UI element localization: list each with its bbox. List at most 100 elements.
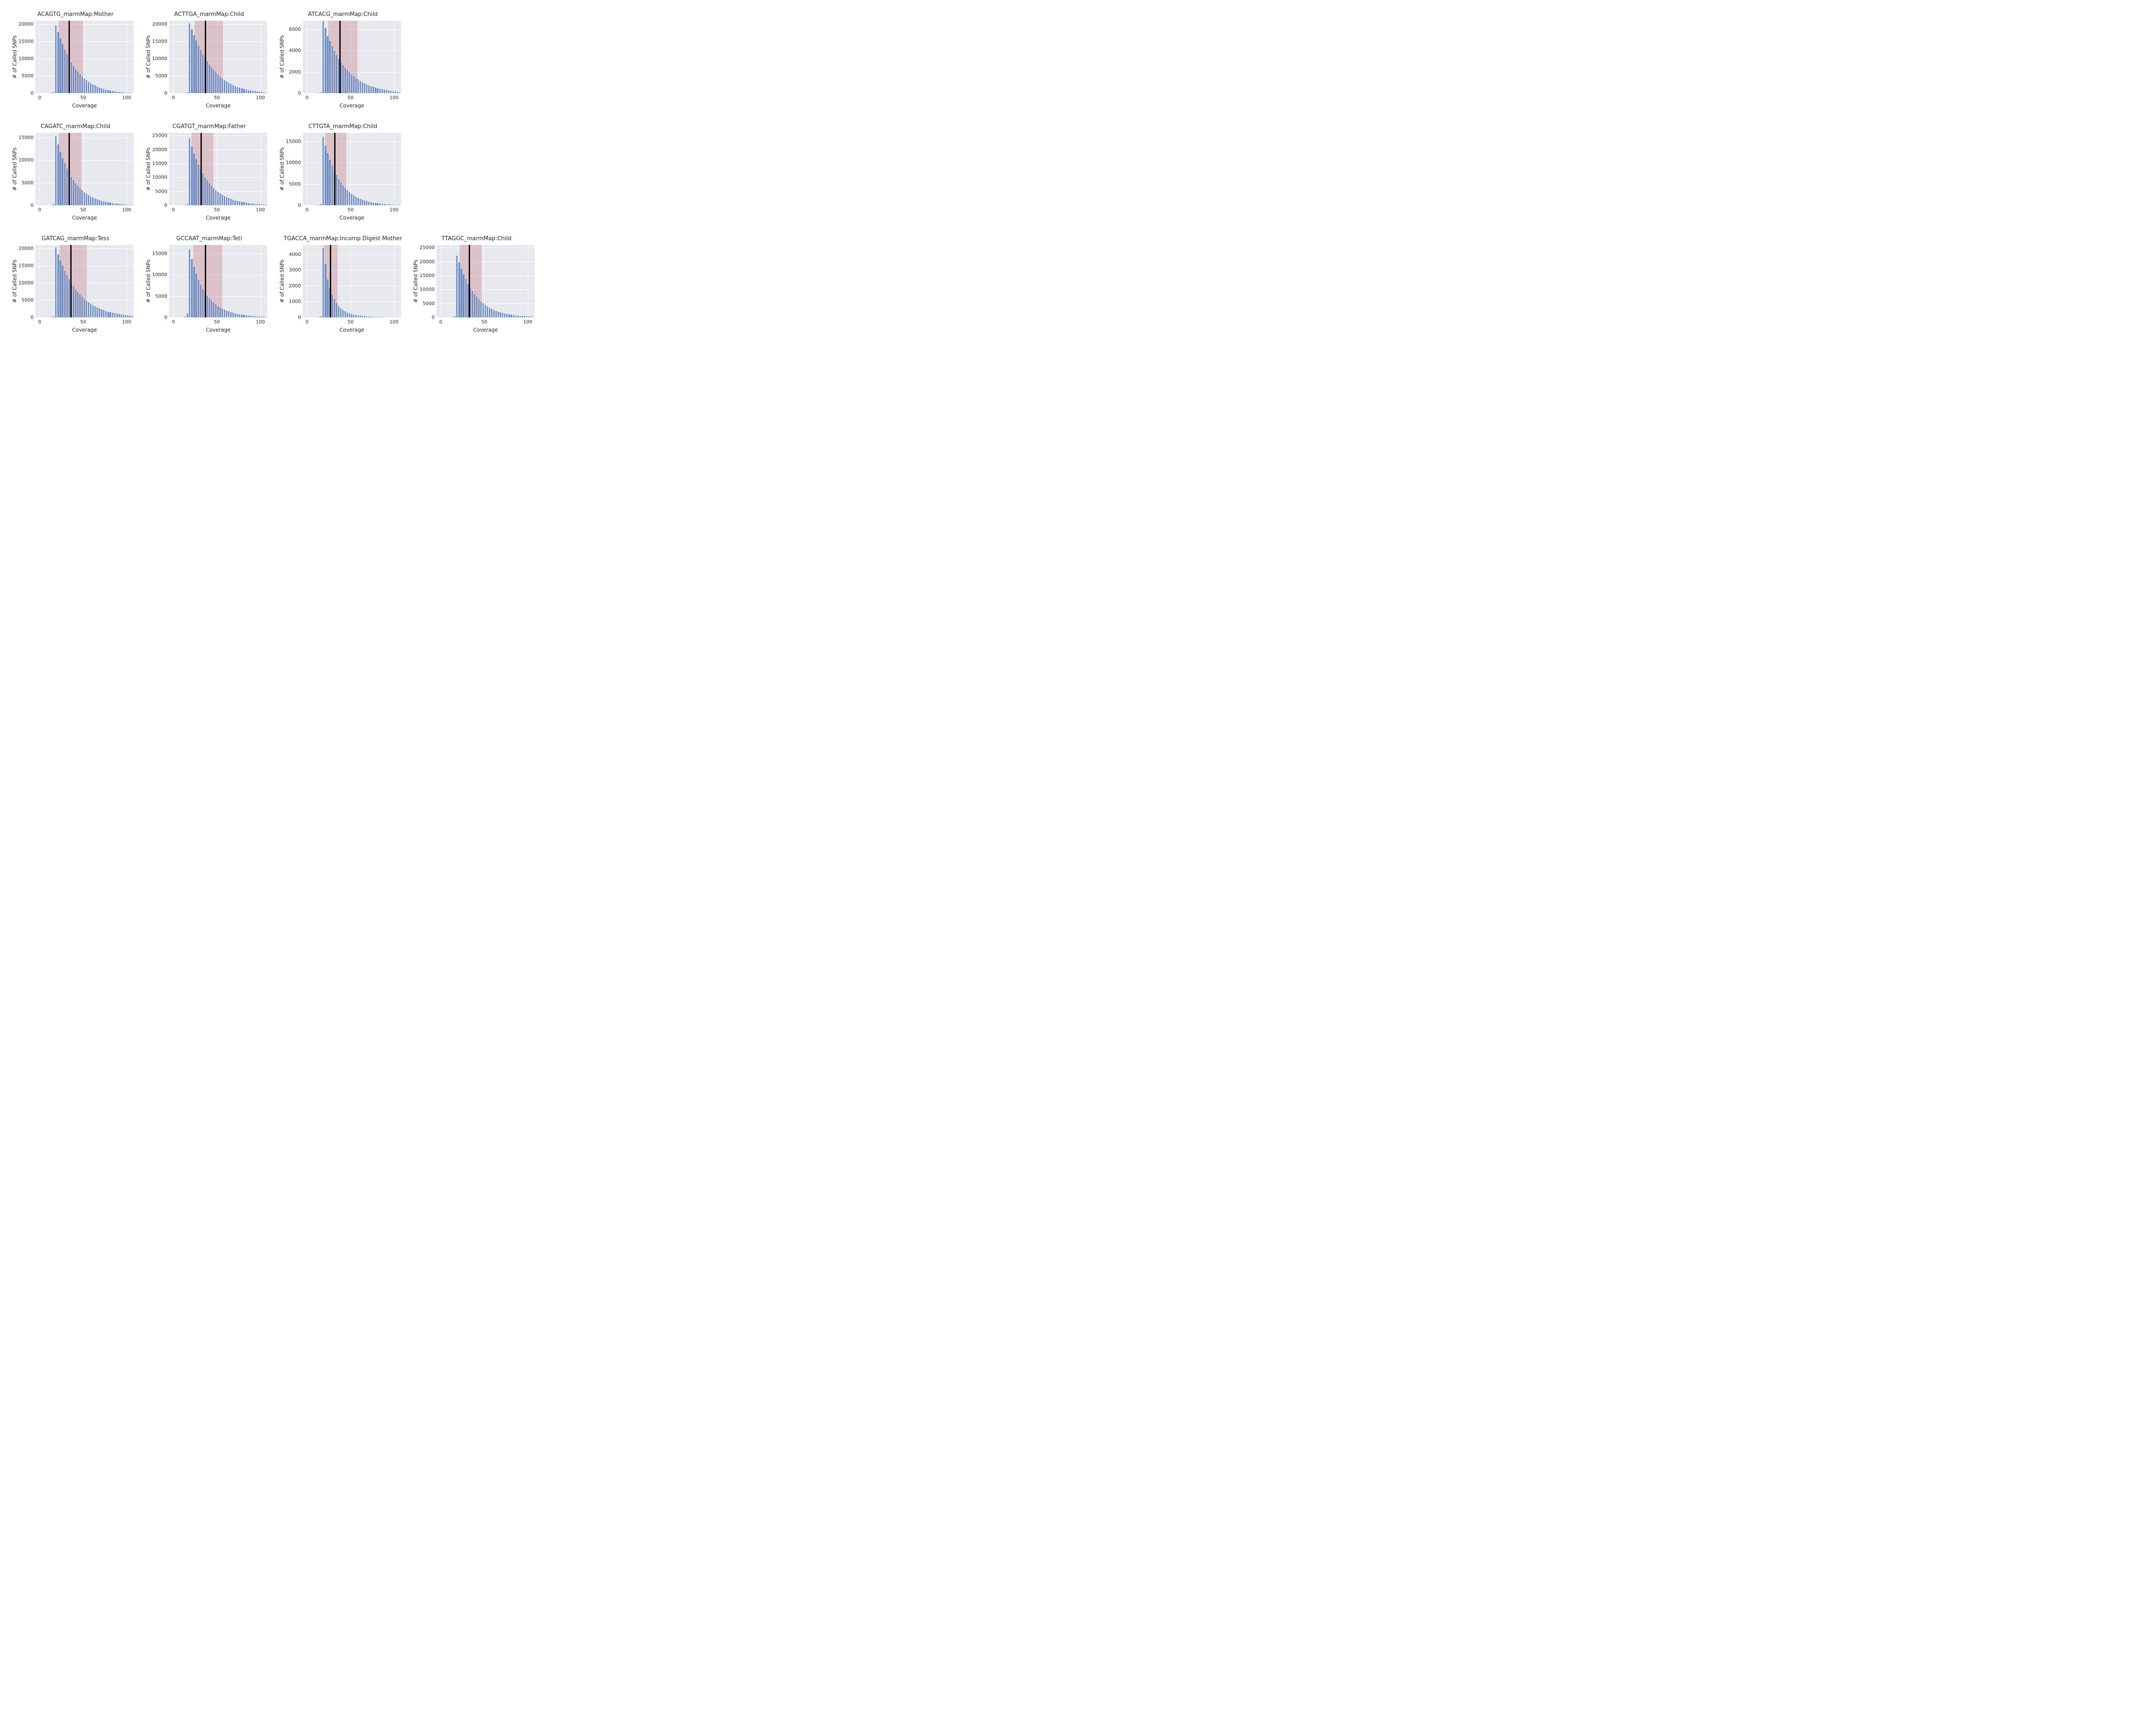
mean-vline (339, 21, 341, 93)
y-axis-label: # of Called SNPs (145, 245, 151, 317)
chart-panel: ATCACG_marmMap:Child0200040006000050100#… (276, 9, 410, 121)
bar (500, 312, 501, 317)
bar (132, 316, 133, 317)
bar (390, 204, 392, 205)
bar (489, 308, 490, 317)
bar (243, 315, 244, 317)
mean-vline (334, 133, 335, 205)
y-axis-label: # of Called SNPs (413, 245, 419, 317)
bar (110, 312, 111, 317)
bar (66, 275, 68, 317)
bar (92, 305, 94, 317)
xtick-label: 50 (348, 319, 354, 325)
bar (373, 203, 374, 205)
bar (207, 61, 208, 93)
bar (73, 180, 74, 205)
bar (351, 194, 352, 205)
bar (193, 154, 194, 205)
bar (97, 307, 98, 317)
bar (323, 21, 324, 93)
bar (226, 310, 227, 317)
bar (250, 204, 251, 205)
bars (35, 133, 134, 205)
bar (362, 316, 363, 317)
bars (169, 245, 267, 317)
xtick-label: 50 (481, 319, 487, 325)
bar (259, 204, 260, 205)
bar (375, 88, 376, 93)
bar (239, 88, 240, 93)
bar (99, 88, 100, 93)
bar (97, 87, 98, 93)
bar (250, 91, 251, 93)
y-axis-label: # of Called SNPs (279, 245, 285, 317)
panel-title: ATCACG_marmMap:Child (276, 11, 410, 18)
bar (388, 204, 389, 205)
bar (90, 304, 91, 317)
bar (252, 91, 254, 93)
bar (355, 315, 357, 317)
bar (53, 92, 54, 93)
bar (498, 312, 499, 317)
bar (325, 146, 326, 205)
bar (79, 295, 81, 317)
xtick-label: 100 (256, 95, 265, 100)
bar (121, 204, 122, 205)
bar (222, 309, 223, 317)
bar (230, 312, 232, 317)
bar (232, 85, 234, 93)
x-axis-label: Coverage (303, 327, 401, 333)
mean-vline (69, 21, 70, 93)
bar (261, 204, 262, 205)
bar (327, 36, 328, 93)
bar (200, 285, 201, 317)
bar (248, 316, 249, 317)
bar (60, 260, 61, 317)
bar (123, 204, 124, 205)
bar (219, 77, 221, 93)
bar (73, 286, 74, 317)
bar (119, 92, 120, 93)
bar (119, 204, 120, 205)
bar (351, 314, 352, 317)
bar (382, 89, 383, 93)
bar (217, 75, 219, 93)
bar (246, 315, 247, 317)
bar (77, 186, 78, 205)
panel-title: ACAGTG_marmMap:Mother (9, 11, 142, 18)
bar (92, 85, 94, 93)
bar (86, 301, 87, 317)
bar (320, 92, 322, 93)
bar (495, 311, 497, 317)
bar (79, 74, 81, 93)
bar (511, 315, 512, 317)
panel-title: CAGATC_marmMap:Child (9, 123, 142, 130)
y-axis-label: # of Called SNPs (12, 245, 18, 317)
xtick-label: 50 (348, 207, 354, 213)
bar (323, 248, 324, 317)
bar (200, 50, 201, 93)
bar (119, 314, 120, 317)
bar (198, 165, 199, 205)
bar (230, 199, 232, 205)
bar (239, 314, 240, 317)
bar (368, 202, 370, 205)
bar (112, 91, 113, 93)
mean-vline (70, 245, 72, 317)
bar (224, 80, 225, 93)
bar (360, 81, 361, 93)
mean-vline (69, 133, 70, 205)
bar (476, 297, 477, 317)
bar (347, 70, 348, 93)
bar (94, 198, 96, 205)
bar (513, 315, 514, 317)
bar (75, 183, 76, 205)
bar (364, 83, 365, 93)
bar (366, 201, 367, 205)
mean-vline (205, 21, 206, 93)
axes (436, 245, 535, 317)
bar (483, 303, 484, 317)
bar (123, 92, 124, 93)
bar (213, 70, 214, 93)
bar (99, 200, 100, 205)
